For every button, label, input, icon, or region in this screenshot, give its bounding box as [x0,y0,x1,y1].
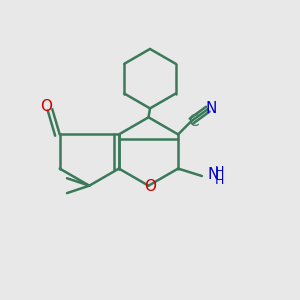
Text: C: C [188,114,198,129]
Text: N: N [206,101,217,116]
Text: N: N [207,167,219,182]
Text: H: H [215,174,224,187]
Text: O: O [40,99,52,114]
Text: O: O [144,179,156,194]
Text: H: H [215,165,224,178]
